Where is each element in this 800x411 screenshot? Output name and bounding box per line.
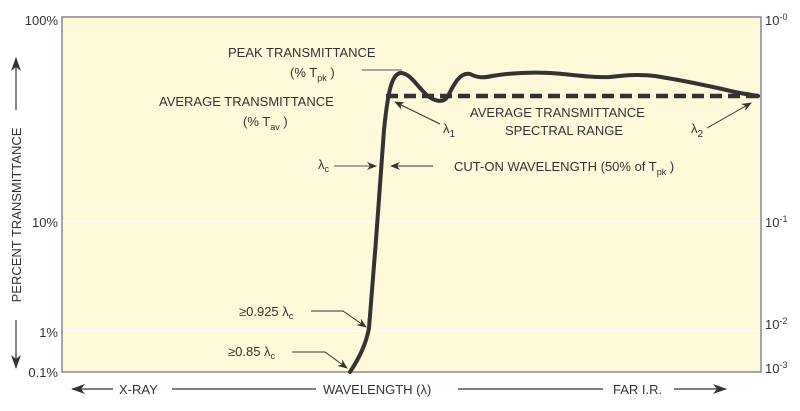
right-tick-0: 10-0 <box>765 12 787 28</box>
svg-text:SPECTRAL RANGE: SPECTRAL RANGE <box>505 123 623 138</box>
right-tick-1: 10-1 <box>765 214 787 230</box>
y-tick-100: 100% <box>25 13 59 28</box>
svg-text:PERCENT TRANSMITTANCE: PERCENT TRANSMITTANCE <box>9 127 24 302</box>
svg-text:10-1: 10-1 <box>765 214 787 230</box>
svg-text:10-0: 10-0 <box>765 12 787 28</box>
transmittance-curve <box>348 70 760 374</box>
average-transmittance-annotation: AVERAGE TRANSMITTANCE (% Tav ) <box>159 94 334 132</box>
cut-on-annotation: λc CUT-ON WAVELENGTH (50% of Tpk ) <box>318 157 674 177</box>
svg-text:WAVELENGTH (λ): WAVELENGTH (λ) <box>323 382 431 397</box>
svg-text:X-RAY: X-RAY <box>119 382 158 397</box>
x-axis-label: X-RAY WAVELENGTH (λ) FAR I.R. <box>71 382 727 397</box>
plot-area <box>61 16 762 373</box>
svg-text:≥0.925 λc: ≥0.925 λc <box>239 304 294 321</box>
svg-text:(% Tpk ): (% Tpk ) <box>290 65 335 83</box>
right-tick-2: 10-2 <box>765 316 787 332</box>
svg-text:λ2: λ2 <box>691 121 704 140</box>
svg-text:λc: λc <box>318 157 330 174</box>
y-tick-10: 10% <box>32 215 58 230</box>
lambda2-annotation: λ2 <box>691 102 752 140</box>
svg-text:≥0.85 λc: ≥0.85 λc <box>228 344 276 361</box>
y-tick-1: 1% <box>39 325 58 340</box>
svg-text:(% Tav ): (% Tav ) <box>243 114 288 132</box>
point-085-annotation: ≥0.85 λc <box>228 344 348 369</box>
svg-text:10-2: 10-2 <box>765 316 787 332</box>
point-0925-annotation: ≥0.925 λc <box>239 304 367 328</box>
y-tick-0.1: 0.1% <box>28 365 58 380</box>
lambda1-annotation: λ1 <box>394 101 456 140</box>
svg-text:AVERAGE TRANSMITTANCE: AVERAGE TRANSMITTANCE <box>159 94 334 109</box>
right-tick-3: 10-3 <box>765 360 787 376</box>
svg-text:10-3: 10-3 <box>765 360 787 376</box>
spectral-range-annotation: AVERAGE TRANSMITTANCE SPECTRAL RANGE <box>470 105 645 138</box>
svg-text:PEAK TRANSMITTANCE: PEAK TRANSMITTANCE <box>228 45 376 60</box>
y-axis-label: PERCENT TRANSMITTANCE <box>9 57 24 369</box>
svg-text:FAR I.R.: FAR I.R. <box>613 382 662 397</box>
svg-text:CUT-ON WAVELENGTH (50% of Tpk: CUT-ON WAVELENGTH (50% of Tpk ) <box>454 159 674 177</box>
svg-text:AVERAGE TRANSMITTANCE: AVERAGE TRANSMITTANCE <box>470 105 645 120</box>
svg-text:λ1: λ1 <box>443 121 456 140</box>
peak-transmittance-annotation: PEAK TRANSMITTANCE (% Tpk ) <box>228 45 402 83</box>
